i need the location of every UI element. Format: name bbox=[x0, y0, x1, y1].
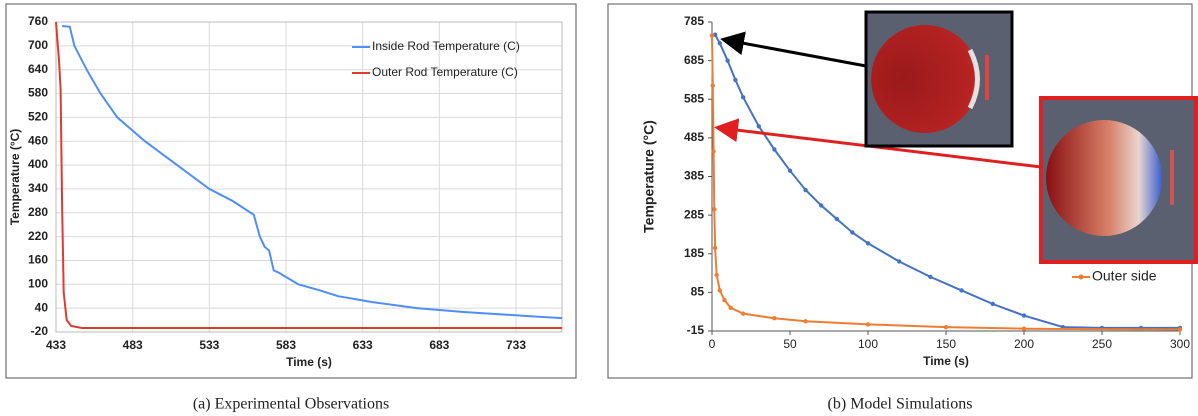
y-tick-label: 400 bbox=[28, 157, 48, 171]
data-point bbox=[717, 41, 722, 46]
inset-rod bbox=[1046, 120, 1162, 236]
data-point bbox=[710, 83, 715, 88]
plot-frame bbox=[55, 21, 563, 333]
inset-rod bbox=[871, 25, 979, 133]
x-tick-label: 50 bbox=[783, 337, 797, 351]
y-tick-label: 520 bbox=[28, 110, 48, 124]
y-tick-label: 460 bbox=[28, 133, 48, 147]
inset-colorbar bbox=[985, 55, 989, 100]
y-tick-label: 580 bbox=[28, 86, 48, 100]
caption: (a) Experimental Observations bbox=[193, 396, 389, 413]
y-tick-label: 285 bbox=[684, 207, 704, 221]
x-tick-label: 733 bbox=[506, 338, 526, 352]
data-point bbox=[712, 245, 718, 251]
data-point bbox=[865, 322, 871, 327]
data-point bbox=[1177, 327, 1183, 332]
arrow bbox=[720, 31, 867, 68]
x-tick-label: 250 bbox=[1092, 337, 1112, 351]
data-point bbox=[772, 147, 777, 152]
data-point bbox=[756, 124, 761, 129]
y-tick-label: 280 bbox=[28, 205, 48, 219]
y-axis-label: Temperature (°C) bbox=[641, 120, 657, 233]
data-point bbox=[711, 149, 716, 154]
data-point bbox=[717, 288, 722, 293]
data-point bbox=[712, 207, 717, 212]
data-point bbox=[1021, 313, 1027, 318]
x-tick-label: 150 bbox=[936, 337, 956, 351]
plots: -20 40 100 160 220 280 340 400 460 520 580 640 700 76… bbox=[8, 14, 1190, 413]
data-point bbox=[897, 259, 902, 264]
data-point bbox=[709, 33, 715, 38]
y-tick-label: 585 bbox=[684, 91, 704, 105]
data-point bbox=[787, 168, 793, 173]
x-tick-label: 200 bbox=[1014, 337, 1034, 351]
y-tick-label: 40 bbox=[35, 300, 49, 314]
y-tick-label: 185 bbox=[684, 246, 704, 260]
x-tick-label: 483 bbox=[123, 338, 143, 352]
x-tick-label: 0 bbox=[709, 337, 716, 351]
y-axis-label: Temperature (°C) bbox=[8, 129, 22, 226]
data-point bbox=[819, 203, 824, 208]
data-point bbox=[834, 216, 839, 222]
inset-images bbox=[714, 10, 1198, 264]
data-point bbox=[850, 230, 855, 235]
y-tick-label: 100 bbox=[28, 276, 48, 290]
y-tick-label: 85 bbox=[691, 285, 705, 299]
legend-label: Outer side bbox=[1092, 268, 1157, 284]
y-tick-label: -20 bbox=[31, 324, 49, 338]
data-point bbox=[741, 95, 746, 100]
inset-rod bbox=[967, 48, 980, 110]
data-point bbox=[865, 241, 871, 246]
y-tick-label: -15 bbox=[687, 323, 705, 337]
data-point bbox=[714, 272, 719, 278]
caption: (b) Model Simulations bbox=[828, 396, 973, 413]
y-tick-label: 160 bbox=[28, 253, 48, 267]
legend-label: Inside Rod Temperature (C) bbox=[372, 39, 520, 53]
series-line bbox=[61, 25, 563, 320]
data-point bbox=[943, 324, 949, 330]
x-tick-label: 433 bbox=[46, 338, 66, 352]
x-tick-label: 683 bbox=[429, 338, 449, 352]
data-point bbox=[990, 301, 995, 307]
legend-label: Outer Rod Temperature (C) bbox=[372, 65, 518, 79]
data-point bbox=[772, 316, 777, 321]
y-tick-label: 485 bbox=[684, 130, 704, 144]
y-tick-label: 385 bbox=[684, 169, 704, 183]
panel-frame bbox=[5, 3, 577, 379]
y-tick-label: 340 bbox=[28, 181, 48, 195]
y-tick-label: 785 bbox=[684, 14, 704, 28]
y-tick-label: 640 bbox=[28, 62, 48, 76]
data-point bbox=[803, 319, 808, 324]
legend-marker bbox=[1078, 274, 1084, 280]
data-point bbox=[803, 187, 808, 193]
data-point bbox=[733, 77, 738, 83]
data-point bbox=[725, 58, 730, 63]
data-point bbox=[1021, 326, 1027, 331]
x-tick-label: 583 bbox=[276, 338, 296, 352]
x-axis-label: Time (s) bbox=[923, 354, 969, 368]
series-line bbox=[55, 21, 562, 329]
x-tick-label: 100 bbox=[858, 337, 878, 351]
inset-colorbar bbox=[1170, 150, 1174, 205]
x-tick-label: 300 bbox=[1170, 337, 1190, 351]
data-point bbox=[722, 297, 727, 303]
y-tick-label: 760 bbox=[28, 14, 48, 28]
data-point bbox=[928, 274, 933, 280]
x-tick-label: 533 bbox=[199, 338, 219, 352]
data-point bbox=[959, 288, 964, 293]
y-tick-label: 220 bbox=[28, 229, 48, 243]
x-axis-label: Time (s) bbox=[286, 355, 332, 369]
x-tick-label: 633 bbox=[353, 338, 373, 352]
series-line bbox=[711, 35, 1181, 331]
data-point bbox=[728, 305, 733, 311]
data-point bbox=[741, 311, 746, 316]
y-tick-label: 685 bbox=[684, 53, 704, 67]
y-tick-label: 700 bbox=[28, 38, 48, 52]
